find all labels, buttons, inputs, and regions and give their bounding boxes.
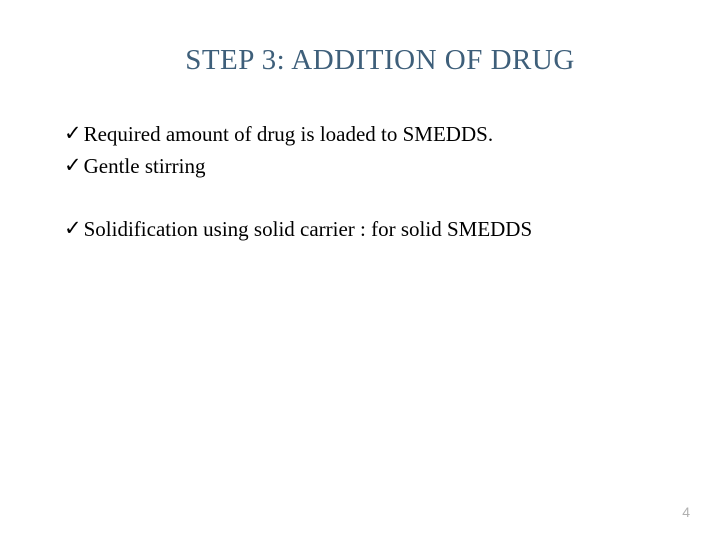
bullet-list: ✓ Solidification using solid carrier : f… [64, 214, 656, 244]
spacer [64, 184, 656, 214]
slide-container: STEP 3: ADDITION OF DRUG ✓ Required amou… [0, 0, 720, 540]
list-item: ✓ Gentle stirring [64, 151, 656, 181]
page-number: 4 [682, 504, 690, 520]
bullet-list: ✓ Required amount of drug is loaded to S… [64, 119, 656, 182]
list-item: ✓ Required amount of drug is loaded to S… [64, 119, 656, 149]
check-icon: ✓ [64, 151, 82, 181]
slide-title: STEP 3: ADDITION OF DRUG [64, 44, 656, 77]
bullet-text: Required amount of drug is loaded to SME… [84, 119, 493, 149]
list-item: ✓ Solidification using solid carrier : f… [64, 214, 656, 244]
bullet-text: Gentle stirring [84, 151, 206, 181]
bullet-text: Solidification using solid carrier : for… [84, 214, 533, 244]
check-icon: ✓ [64, 214, 82, 244]
check-icon: ✓ [64, 119, 82, 149]
